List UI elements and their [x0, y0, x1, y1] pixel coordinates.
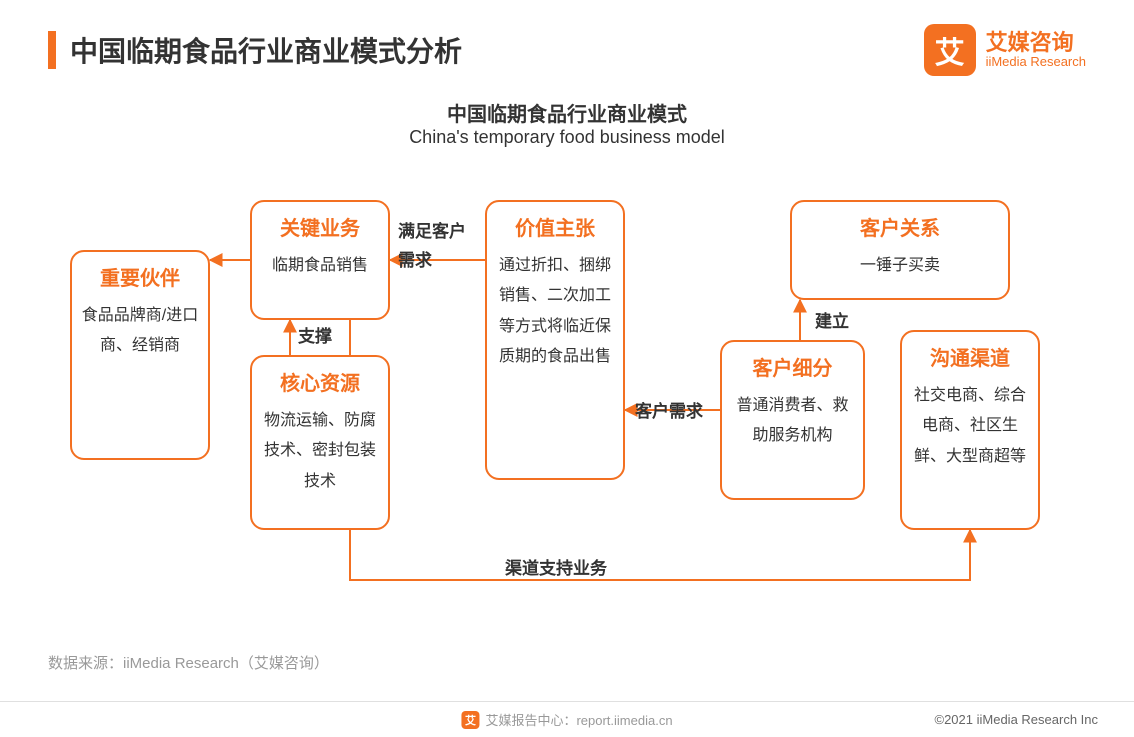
node-value-title: 价值主张: [515, 212, 595, 241]
edge-label-key_act-channel: 渠道支持业务: [505, 555, 607, 584]
node-partners-title: 重要伙伴: [100, 262, 180, 291]
footer-center-text: 艾媒报告中心：report.iimedia.cn: [485, 710, 672, 729]
edge-label-value-key_act: 满足客户需求: [398, 218, 478, 276]
edge-label-segment-value: 客户需求: [635, 398, 703, 427]
footer-logo-icon: 艾: [461, 711, 479, 729]
node-channel-title: 沟通渠道: [930, 342, 1010, 371]
node-value-body: 通过折扣、捆绑销售、二次加工等方式将临近保质期的食品出售: [495, 251, 615, 373]
footer-copyright: ©2021 iiMedia Research Inc: [935, 712, 1099, 727]
node-partners-body: 食品品牌商/进口商、经销商: [80, 301, 200, 362]
node-core_res: 核心资源物流运输、防腐技术、密封包装技术: [250, 355, 390, 530]
node-segment: 客户细分普通消费者、救助服务机构: [720, 340, 865, 500]
node-relation-title: 客户关系: [860, 212, 940, 241]
node-core_res-title: 核心资源: [280, 367, 360, 396]
node-value: 价值主张通过折扣、捆绑销售、二次加工等方式将临近保质期的食品出售: [485, 200, 625, 480]
node-channel: 沟通渠道社交电商、综合电商、社区生鲜、大型商超等: [900, 330, 1040, 530]
node-key_act-body: 临期食品销售: [272, 251, 368, 281]
diagram-canvas: 重要伙伴食品品牌商/进口商、经销商关键业务临期食品销售核心资源物流运输、防腐技术…: [0, 0, 1134, 737]
node-core_res-body: 物流运输、防腐技术、密封包装技术: [260, 406, 380, 497]
node-segment-title: 客户细分: [753, 352, 833, 381]
node-partners: 重要伙伴食品品牌商/进口商、经销商: [70, 250, 210, 460]
edge-label-segment-relation: 建立: [815, 308, 849, 337]
page-footer: 艾 艾媒报告中心：report.iimedia.cn ©2021 iiMedia…: [0, 701, 1134, 737]
node-key_act: 关键业务临期食品销售: [250, 200, 390, 320]
node-key_act-title: 关键业务: [280, 212, 360, 241]
node-relation-body: 一锤子买卖: [860, 251, 940, 281]
node-relation: 客户关系一锤子买卖: [790, 200, 1010, 300]
node-segment-body: 普通消费者、救助服务机构: [730, 391, 855, 452]
edge-label-core_res-key_act: 支撑: [298, 323, 332, 352]
edge-key_act-channel: [350, 320, 970, 580]
footer-center: 艾 艾媒报告中心：report.iimedia.cn: [461, 710, 672, 729]
node-channel-body: 社交电商、综合电商、社区生鲜、大型商超等: [910, 381, 1030, 472]
data-source-note: 数据来源：iiMedia Research（艾媒咨询）: [48, 652, 329, 673]
